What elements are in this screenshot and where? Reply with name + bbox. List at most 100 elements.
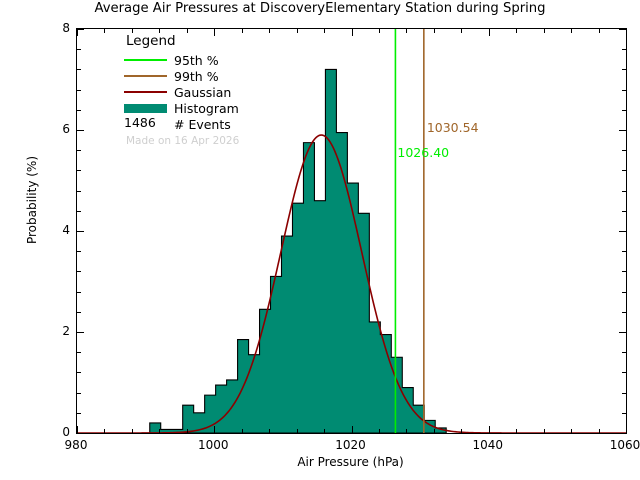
- x-tick-top: [406, 29, 408, 33]
- x-tick-label: 1020: [335, 438, 366, 452]
- y-tick-right: [622, 89, 626, 91]
- chart-title: Average Air Pressures at DiscoveryElemen…: [94, 1, 546, 16]
- x-tick-bottom: [296, 429, 298, 433]
- y-tick-left: [77, 210, 81, 212]
- y-tick-right: [622, 49, 626, 51]
- x-tick-top: [296, 29, 298, 33]
- x-tick-top: [543, 29, 545, 33]
- y-tick-right: [622, 69, 626, 71]
- x-tick-top: [626, 29, 627, 36]
- legend-item-events: 1486 # Events: [124, 115, 239, 132]
- x-axis-title: Air Pressure (hPa): [297, 455, 404, 469]
- y-tick-left: [77, 412, 81, 414]
- x-tick-top: [159, 29, 161, 33]
- x-tick-bottom: [598, 429, 600, 433]
- y-tick-left: [77, 271, 81, 273]
- x-tick-bottom: [571, 429, 573, 433]
- x-tick-top: [324, 29, 326, 33]
- x-tick-top: [461, 29, 463, 33]
- x-tick-bottom: [269, 429, 271, 433]
- x-tick-bottom: [488, 426, 490, 433]
- y-tick-right: [622, 392, 626, 394]
- y-tick-right: [619, 433, 626, 434]
- x-tick-label: 1000: [197, 438, 229, 452]
- x-tick-bottom: [461, 429, 463, 433]
- x-tick-top: [186, 29, 188, 33]
- x-tick-top: [598, 29, 600, 33]
- y-tick-right: [622, 190, 626, 192]
- x-tick-top: [516, 29, 518, 33]
- y-tick-left: [77, 231, 84, 232]
- x-tick-bottom: [77, 426, 78, 433]
- y-tick-left: [77, 392, 81, 394]
- y-tick-left: [77, 251, 81, 253]
- x-tick-bottom: [104, 429, 106, 433]
- x-tick-top: [104, 29, 106, 33]
- y-tick-right: [622, 412, 626, 414]
- legend-swatch-99th: [124, 69, 167, 83]
- legend-item-histogram: Histogram: [124, 100, 239, 116]
- x-tick-bottom: [186, 429, 188, 433]
- plot-inner: [77, 29, 626, 433]
- y-tick-right: [619, 231, 626, 232]
- x-tick-bottom: [131, 429, 133, 433]
- legend-label-99th: 99th %: [174, 68, 219, 84]
- y-tick-left: [77, 352, 81, 354]
- x-tick-label: 1060: [609, 438, 640, 452]
- x-tick-top: [488, 29, 490, 36]
- y-tick-left: [77, 190, 81, 192]
- y-tick-left: [77, 49, 81, 51]
- gaussian-curve-layer: [77, 134, 626, 433]
- x-tick-top: [214, 29, 216, 36]
- y-tick-left: [77, 69, 81, 71]
- plot-area: [76, 28, 627, 434]
- x-tick-bottom: [406, 429, 408, 433]
- x-tick-bottom: [378, 429, 380, 433]
- x-tick-bottom: [433, 429, 435, 433]
- y-tick-left: [77, 170, 81, 172]
- y-tick-right: [622, 170, 626, 172]
- y-tick-right: [622, 251, 626, 253]
- y-tick-left: [77, 109, 81, 111]
- legend-swatch-95th: [124, 53, 167, 67]
- y-tick-right: [622, 109, 626, 111]
- x-tick-label: 980: [64, 438, 88, 452]
- legend-item-gaussian: Gaussian: [124, 84, 239, 100]
- y-tick-right: [619, 332, 626, 333]
- y-tick-right: [619, 29, 626, 30]
- y-tick-left: [77, 89, 81, 91]
- y-tick-right: [622, 291, 626, 293]
- x-tick-bottom: [324, 429, 326, 433]
- legend-title: Legend: [126, 33, 176, 49]
- annotation-99th-value: 1030.54: [426, 120, 479, 135]
- legend-item-99th: 99th %: [124, 68, 239, 84]
- y-tick-left: [77, 372, 81, 374]
- legend-item-95th: 95th %: [124, 52, 239, 68]
- legend-label-histogram: Histogram: [174, 100, 239, 116]
- y-tick-left: [77, 433, 84, 434]
- y-tick-right: [622, 372, 626, 374]
- x-tick-bottom: [516, 429, 518, 433]
- y-tick-right: [622, 311, 626, 313]
- x-tick-label: 1040: [472, 438, 504, 452]
- y-tick-left: [77, 29, 84, 30]
- y-tick-right: [622, 352, 626, 354]
- y-tick-right: [622, 150, 626, 152]
- y-tick-label: 6: [62, 122, 70, 136]
- legend-label-gaussian: Gaussian: [174, 84, 232, 100]
- x-tick-top: [131, 29, 133, 33]
- y-tick-left: [77, 150, 81, 152]
- x-tick-bottom: [214, 426, 216, 433]
- y-tick-right: [619, 130, 626, 131]
- legend-label-95th: 95th %: [174, 52, 219, 68]
- percentile-lines-layer: [394, 29, 425, 433]
- legend-events-label: # Events: [174, 116, 231, 132]
- y-tick-label: 4: [62, 223, 70, 237]
- y-tick-label: 2: [62, 324, 70, 338]
- x-tick-bottom: [626, 426, 627, 433]
- x-tick-bottom: [241, 429, 243, 433]
- y-tick-left: [77, 291, 81, 293]
- legend-events-count: 1486: [124, 115, 156, 130]
- y-tick-label: 8: [62, 21, 70, 35]
